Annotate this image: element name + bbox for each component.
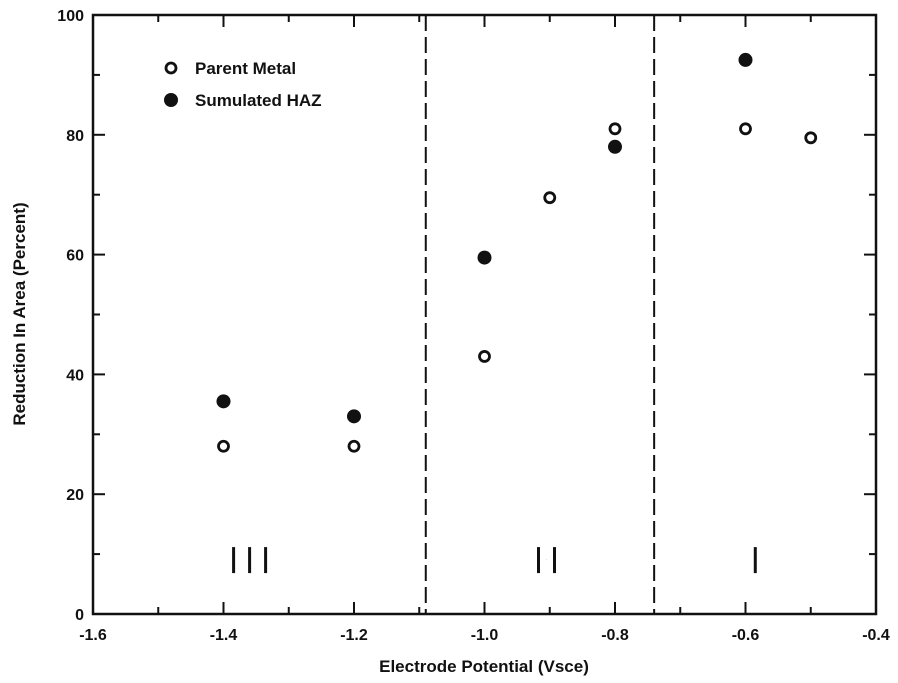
x-tick-label: -0.6 <box>732 627 760 644</box>
legend: Parent Metal Sumulated HAZ <box>164 59 322 110</box>
y-tick-label: 40 <box>66 367 84 384</box>
x-tick-label: -1.2 <box>340 627 368 644</box>
zone-marks: III II I <box>232 547 757 574</box>
simulated-haz-point <box>347 409 361 424</box>
parent-metal-point <box>608 122 622 136</box>
axis-ticks <box>92 14 877 615</box>
simulated-haz-point <box>477 250 492 265</box>
parent-metal-point <box>347 439 361 453</box>
parent-metal-point <box>478 350 491 363</box>
legend-haz-marker <box>164 93 178 107</box>
y-axis-title: Reduction In Area (Percent) <box>10 202 29 425</box>
x-tick-label: -0.8 <box>601 627 629 644</box>
zone-label-text: III <box>249 559 251 561</box>
x-tick-label: -0.4 <box>862 627 890 644</box>
legend-parent-metal-label: Parent Metal <box>195 59 296 78</box>
data-points <box>216 52 818 453</box>
parent-metal-point <box>217 439 230 453</box>
simulated-haz-point <box>608 139 622 154</box>
simulated-haz-point <box>216 394 231 409</box>
x-tick-label: -1.6 <box>79 627 107 644</box>
parent-metal-point <box>804 131 818 145</box>
y-tick-label: 100 <box>57 8 84 25</box>
y-tick-label: 0 <box>75 607 84 624</box>
x-tick-label: -1.4 <box>210 627 238 644</box>
zone-label: I <box>753 547 757 574</box>
y-tick-label: 20 <box>66 487 84 504</box>
tick-labels: -1.6 -1.4 -1.2 -1.0 -0.8 -0.6 -0.4 0 20 40 60 80 100 <box>57 8 890 644</box>
legend-haz-label: Sumulated HAZ <box>195 91 322 110</box>
legend-parent-metal-marker <box>164 61 178 75</box>
y-tick-label: 60 <box>66 248 84 265</box>
zone-label: III <box>232 547 268 574</box>
zone-label-text: II <box>546 559 547 561</box>
x-tick-label: -1.0 <box>471 627 499 644</box>
x-axis-title: Electrode Potential (Vsce) <box>379 657 589 676</box>
parent-metal-point <box>739 122 752 136</box>
simulated-haz-point <box>738 52 753 67</box>
zone-dividers <box>424 15 656 614</box>
zone-label: II <box>536 547 556 574</box>
parent-metal-point <box>543 191 557 205</box>
y-tick-label: 80 <box>66 128 84 145</box>
